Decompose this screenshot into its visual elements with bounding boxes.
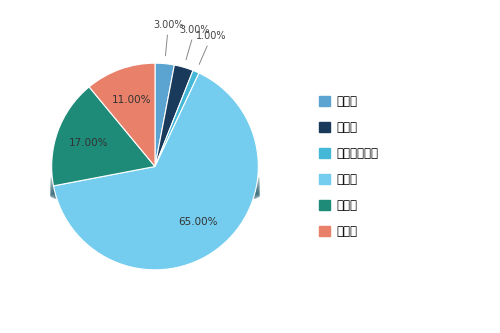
Ellipse shape (50, 174, 260, 192)
Ellipse shape (50, 172, 260, 191)
Text: 11.00%: 11.00% (112, 95, 151, 105)
Wedge shape (155, 70, 199, 166)
Ellipse shape (50, 183, 260, 202)
Legend: 水冷堆, 气冷堆, 快中子反应堆, 压水堆, 沸水堆, 重水堆: 水冷堆, 气冷堆, 快中子反应堆, 压水堆, 沸水堆, 重水堆 (316, 92, 382, 241)
Ellipse shape (50, 180, 260, 198)
Ellipse shape (50, 184, 260, 203)
Wedge shape (89, 63, 155, 166)
Text: 17.00%: 17.00% (69, 138, 108, 148)
Wedge shape (155, 65, 193, 166)
Ellipse shape (50, 178, 260, 197)
Wedge shape (52, 87, 155, 186)
Text: 3.00%: 3.00% (180, 25, 210, 60)
Text: 3.00%: 3.00% (153, 20, 184, 56)
Wedge shape (54, 73, 258, 270)
Ellipse shape (50, 169, 260, 188)
Ellipse shape (50, 170, 260, 189)
Wedge shape (155, 63, 174, 166)
Ellipse shape (50, 177, 260, 195)
Ellipse shape (50, 175, 260, 194)
Text: 1.00%: 1.00% (196, 31, 227, 64)
Text: 65.00%: 65.00% (178, 217, 218, 227)
Ellipse shape (50, 181, 260, 200)
Ellipse shape (50, 186, 260, 205)
